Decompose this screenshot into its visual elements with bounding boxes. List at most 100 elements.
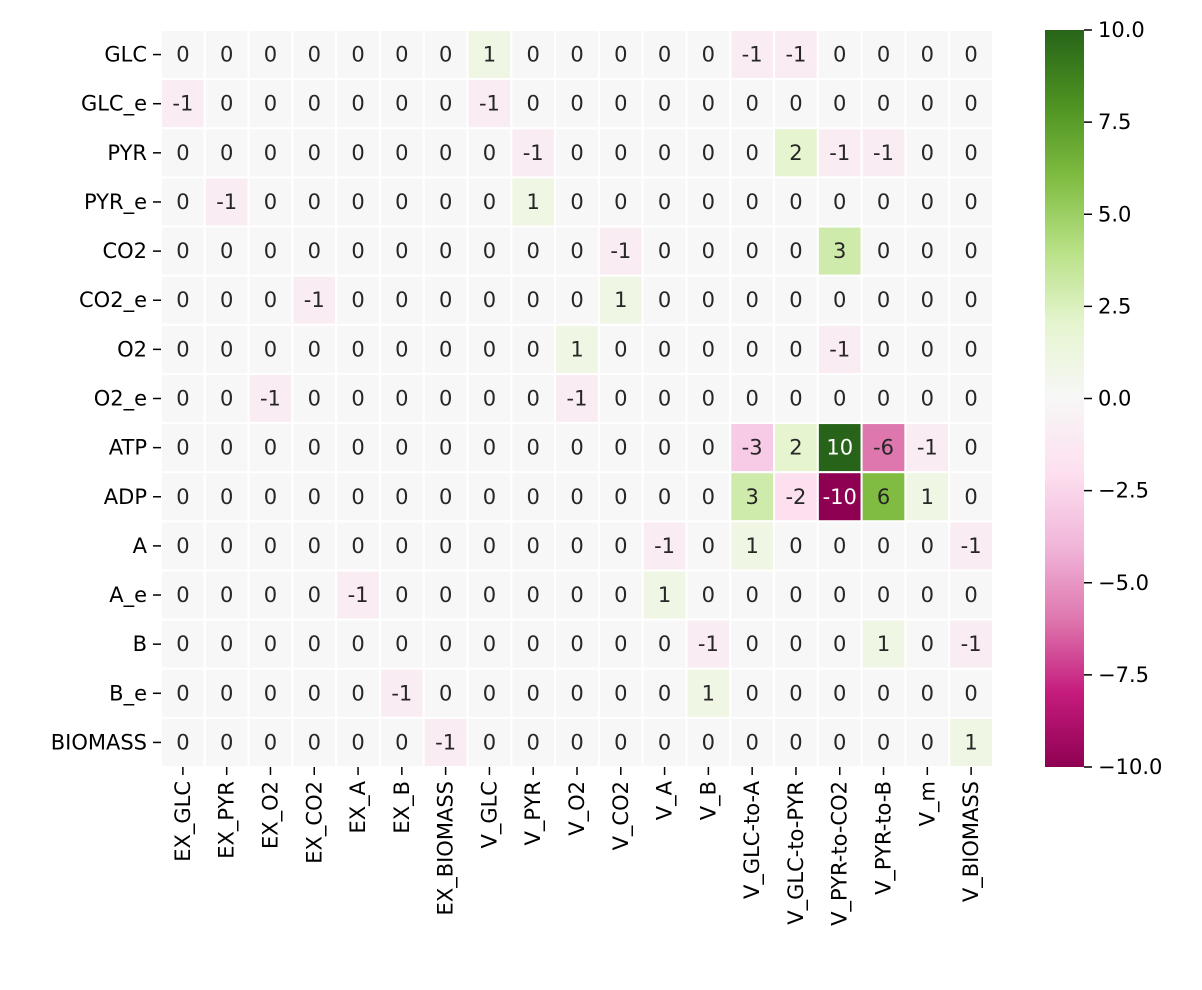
heatmap-cell [466,29,513,81]
heatmap-cell [291,520,338,572]
cell-value-label: 0 [921,730,934,754]
cell-value-label: 0 [220,92,233,116]
heatmap-cell [948,618,994,670]
y-tick-label: O2_e [94,387,147,412]
heatmap-cell [378,618,425,670]
y-tick-label: B [133,632,147,656]
heatmap-cell [554,372,600,425]
heatmap-cell [773,274,819,326]
x-tick-label: EX_PYR [215,781,240,859]
cell-value-label: 0 [176,288,189,312]
cell-value-label: 0 [745,337,758,361]
heatmap-cell [948,569,994,621]
cell-value-label: 0 [264,583,277,607]
x-tick-label: EX_BIOMASS [434,781,459,915]
heatmap-cell [729,667,776,719]
cell-value-label: 0 [570,239,583,263]
colorbar-tick-label: 2.5 [1098,294,1131,318]
cell-value-label: 3 [833,239,846,263]
cell-value-label: 1 [964,730,977,754]
cell-value-label: 0 [176,239,189,263]
cell-value-label: 0 [395,288,408,312]
cell-value-label: 0 [351,730,364,754]
cell-value-label: 0 [745,632,758,656]
heatmap-cell [860,29,907,81]
x-tick-label: EX_A [346,780,371,833]
cell-value-label: 0 [308,190,321,214]
cell-value-label: 0 [176,387,189,411]
x-tick-label: EX_O2 [258,781,283,849]
heatmap-cell [247,569,294,621]
cell-value-label: 0 [570,681,583,705]
y-tick-label: PYR_e [84,190,147,215]
cell-value-label: 0 [877,288,890,312]
heatmap-cell [554,569,600,621]
cell-value-label: 0 [176,337,189,361]
cell-value-label: 0 [527,387,540,411]
cell-value-label: 0 [439,681,452,705]
cell-value-label: 0 [308,534,321,558]
heatmap-cell [466,78,513,130]
cell-value-label: 0 [702,387,715,411]
cell-value-label: 0 [833,534,846,558]
cell-value-label: 0 [658,141,671,165]
cell-value-label: 0 [220,681,233,705]
cell-value-label: 0 [964,485,977,509]
cell-value-label: 0 [176,485,189,509]
cell-value-label: 0 [570,141,583,165]
cell-value-label: 0 [483,632,496,656]
cell-value-label: -1 [698,632,719,656]
cell-value-label: 0 [264,43,277,67]
cell-value-label: -1 [961,534,982,558]
cell-value-label: 0 [614,632,627,656]
colorbar-tick-label: −2.5 [1098,479,1149,503]
cell-value-label: 0 [483,141,496,165]
cell-value-label: -1 [829,141,850,165]
cell-value-label: 0 [308,632,321,656]
heatmap-cell [422,618,469,670]
cell-value-label: 0 [964,190,977,214]
cell-value-label: 0 [877,681,890,705]
cell-value-label: 0 [833,730,846,754]
heatmap-cell [948,274,994,326]
cell-value-label: 0 [308,239,321,263]
heatmap-cell [860,323,907,375]
cell-value-label: 0 [877,43,890,67]
cell-value-label: 0 [220,43,233,67]
heatmap-cell [904,520,951,572]
cell-value-label: 0 [395,92,408,116]
cell-value-label: 0 [176,583,189,607]
cell-value-label: 0 [264,337,277,361]
heatmap-cell [554,471,600,523]
cell-value-label: 0 [658,681,671,705]
heatmap-cell [641,323,688,375]
cell-value-label: 0 [527,239,540,263]
cell-value-label: 2 [789,436,802,460]
colorbar-tick-label: 7.5 [1098,110,1131,134]
cell-value-label: 1 [483,43,496,67]
cell-value-label: 0 [395,534,408,558]
cell-value-label: 0 [702,43,715,67]
heatmap-cell [948,667,994,719]
cell-value-label: 0 [439,534,452,558]
cell-value-label: 0 [964,681,977,705]
heatmap-cell [422,274,469,326]
heatmap-cell [904,471,951,523]
cell-value-label: 0 [527,288,540,312]
cell-value-label: 0 [789,681,802,705]
cell-value-label: 0 [964,436,977,460]
x-tick-label: EX_B [390,781,415,834]
heatmap-cell [641,78,688,130]
heatmap-cell [860,569,907,621]
cell-value-label: 0 [439,239,452,263]
cell-value-label: 1 [877,632,890,656]
x-tick-label: EX_CO2 [302,781,327,864]
cell-value-label: 0 [439,190,452,214]
heatmap-cell [554,127,600,179]
heatmap-cell [510,422,557,474]
heatmap-cell [291,667,338,719]
cell-value-label: 0 [264,141,277,165]
heatmap-cell [904,569,951,621]
cell-value-label: 0 [220,730,233,754]
cell-value-label: 0 [176,141,189,165]
